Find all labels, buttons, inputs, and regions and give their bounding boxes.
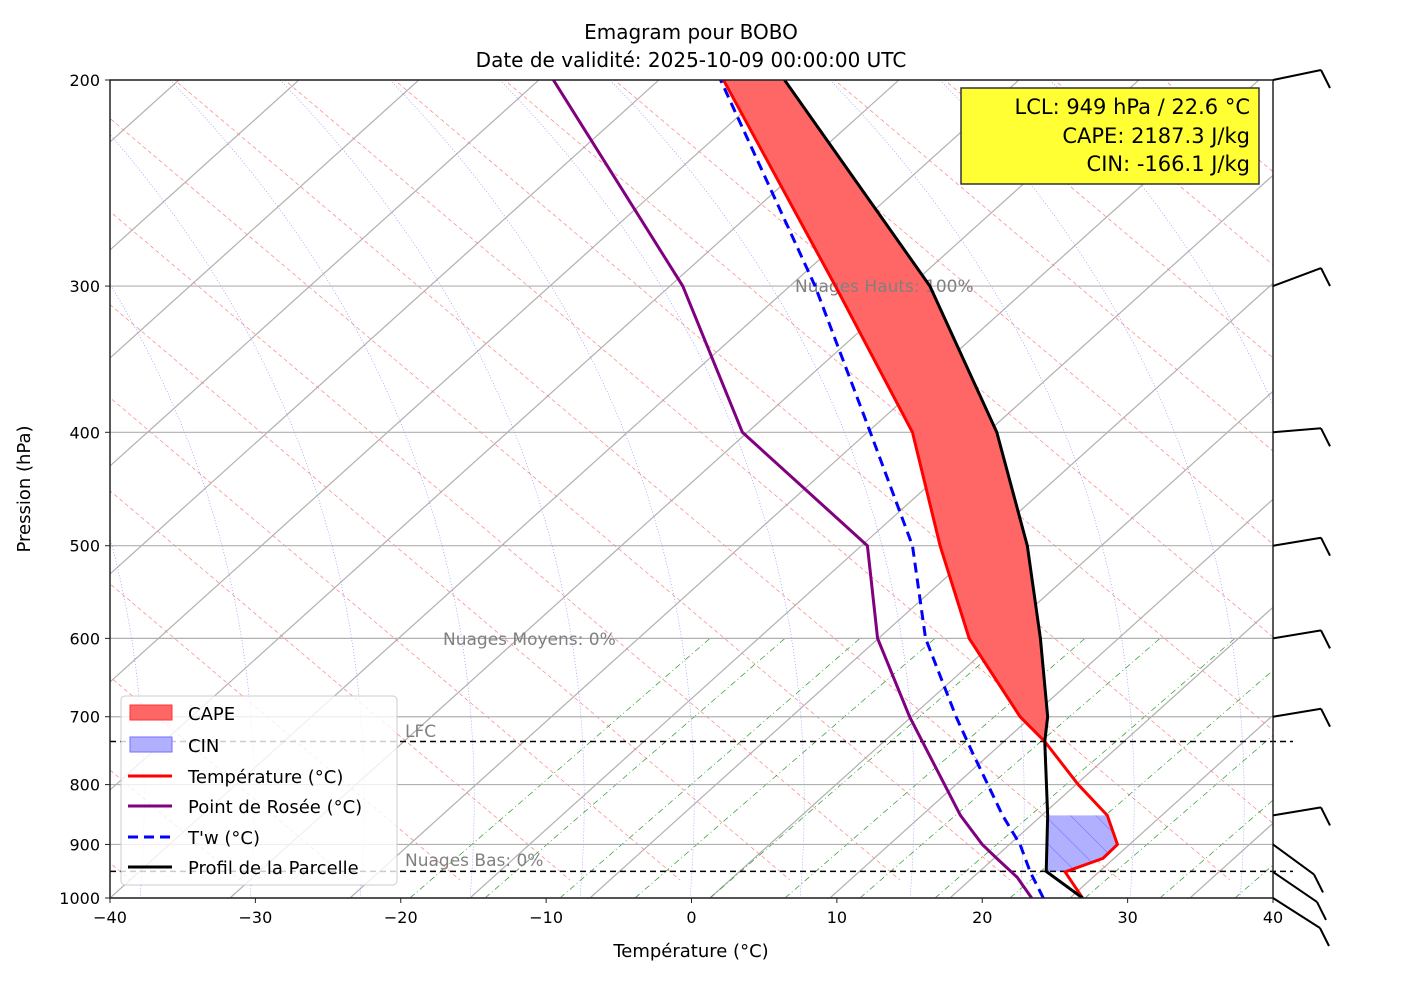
moist-adiabat-line bbox=[389, 80, 695, 898]
wind-barb-staff bbox=[1272, 536, 1322, 547]
moist-adiabat-line bbox=[499, 80, 805, 898]
isotherm-line bbox=[829, 498, 1273, 898]
y-tick-label: 400 bbox=[69, 423, 100, 442]
y-tick-label: 900 bbox=[69, 835, 100, 854]
wind-barb-flag bbox=[1316, 901, 1327, 921]
mixing-ratio-line bbox=[1084, 734, 1273, 898]
wind-barb-flag bbox=[1320, 427, 1331, 447]
y-tick-label: 600 bbox=[69, 629, 100, 648]
x-tick-label: −40 bbox=[93, 908, 127, 927]
mixing-ratio-line bbox=[934, 638, 1236, 898]
info-box: LCL: 949 hPa / 22.6 °C CAPE: 2187.3 J/kg… bbox=[960, 87, 1260, 185]
x-tick-label: 30 bbox=[1117, 908, 1137, 927]
wind-barb-staff bbox=[1272, 267, 1322, 288]
wind-barb-flag bbox=[1319, 927, 1330, 947]
isotherm-line bbox=[1069, 714, 1273, 898]
wind-barb-staff bbox=[1272, 871, 1318, 903]
wind-barb-staff bbox=[1272, 707, 1322, 718]
wind-barb-flag bbox=[1320, 629, 1331, 649]
areas bbox=[723, 80, 1118, 872]
isotherm-line bbox=[110, 80, 660, 575]
legend-label-tw: T'w (°C) bbox=[187, 828, 260, 849]
legend-label-temperature: Température (°C) bbox=[187, 767, 343, 788]
wind-barb-staff bbox=[1272, 629, 1322, 640]
mixing-ratio-line bbox=[1310, 638, 1404, 898]
mixing-ratio-line bbox=[1385, 638, 1404, 898]
info-cin: CIN: -166.1 J/kg bbox=[1087, 152, 1250, 176]
lfc-label: LFC bbox=[405, 722, 436, 742]
isotherm-line bbox=[589, 282, 1273, 898]
x-tick-label: −20 bbox=[384, 908, 418, 927]
x-tick-label: 20 bbox=[972, 908, 992, 927]
y-tick-label: 800 bbox=[69, 776, 100, 795]
wind-barb-flag bbox=[1320, 806, 1331, 826]
legend-label-cin: CIN bbox=[188, 736, 219, 757]
mixing-ratio-line bbox=[1159, 799, 1273, 898]
mixing-ratio-line bbox=[409, 638, 711, 898]
chart-title: Emagram pour BOBO bbox=[584, 20, 798, 44]
y-axis-label: Pression (hPa) bbox=[14, 425, 35, 552]
y-tick-label: 1000 bbox=[59, 889, 100, 908]
isotherm-line bbox=[949, 606, 1273, 898]
x-axis-label: Température (°C) bbox=[612, 941, 768, 962]
annotation-high-clouds: Nuages Hauts: 100% bbox=[795, 277, 974, 297]
y-tick-label: 300 bbox=[69, 277, 100, 296]
mixing-ratio-line bbox=[484, 638, 786, 898]
level-lines bbox=[110, 740, 1293, 873]
mixing-ratio-line bbox=[559, 638, 861, 898]
wind-barbs bbox=[1272, 69, 1331, 947]
wind-barb-flag bbox=[1313, 874, 1324, 893]
wind-barb-staff bbox=[1272, 427, 1322, 434]
isotherm-line bbox=[110, 80, 420, 359]
isotherm-line bbox=[110, 80, 300, 251]
y-tick-label: 200 bbox=[69, 71, 100, 90]
cin-hatch bbox=[1046, 815, 1118, 872]
annotation-mid-clouds: Nuages Moyens: 0% bbox=[443, 630, 616, 650]
mixing-ratio-line bbox=[709, 638, 1011, 898]
dewpoint-line bbox=[552, 80, 1033, 898]
x-tick-label: 10 bbox=[827, 908, 847, 927]
wind-barb-flag bbox=[1320, 267, 1331, 287]
x-tick-label: 40 bbox=[1263, 908, 1283, 927]
wind-barb-staff bbox=[1272, 897, 1321, 929]
x-tick-label: 0 bbox=[686, 908, 696, 927]
legend-label-parcel: Profil de la Parcelle bbox=[188, 858, 359, 879]
info-lcl: LCL: 949 hPa / 22.6 °C bbox=[1015, 95, 1251, 119]
wind-barb-staff bbox=[1272, 843, 1315, 876]
mixing-ratio-line bbox=[859, 638, 1161, 898]
y-tick-label: 500 bbox=[69, 537, 100, 556]
dry-adiabat-line bbox=[1360, 0, 1404, 880]
wet-bulb-line bbox=[719, 80, 1045, 898]
temperature-line bbox=[722, 80, 1119, 898]
parcel-line bbox=[783, 80, 1084, 898]
mixing-ratio-line bbox=[634, 638, 936, 898]
isotherm-line bbox=[110, 80, 540, 467]
legend-label-dewpoint: Point de Rosée (°C) bbox=[188, 797, 362, 818]
isotherm-line bbox=[709, 390, 1273, 898]
wind-barb-flag bbox=[1320, 537, 1331, 557]
wind-barb-flag bbox=[1320, 708, 1331, 728]
series bbox=[552, 80, 1119, 898]
wind-barb-flag bbox=[1320, 69, 1331, 89]
legend-label-cape: CAPE bbox=[188, 704, 235, 725]
isotherm-line bbox=[1310, 0, 1404, 898]
legend-swatch-cin bbox=[129, 736, 173, 753]
chart-subtitle: Date de validité: 2025-10-09 00:00:00 UT… bbox=[476, 48, 907, 72]
info-cape: CAPE: 2187.3 J/kg bbox=[1062, 124, 1250, 148]
x-tick-label: −30 bbox=[238, 908, 272, 927]
wind-barb-staff bbox=[1272, 69, 1322, 81]
legend-swatch-cape bbox=[129, 704, 173, 721]
cape-area bbox=[723, 80, 1048, 742]
x-tick-label: −10 bbox=[529, 908, 563, 927]
isotherm-line bbox=[110, 80, 780, 683]
moist-adiabat-line bbox=[1049, 80, 1273, 406]
mixing-ratio-line bbox=[1234, 864, 1273, 898]
wind-barb-staff bbox=[1272, 806, 1322, 817]
annotation-low-clouds: Nuages Bas: 0% bbox=[405, 851, 543, 871]
y-tick-label: 700 bbox=[69, 708, 100, 727]
legend: CAPE CIN Température (°C) Point de Rosée… bbox=[120, 695, 398, 886]
